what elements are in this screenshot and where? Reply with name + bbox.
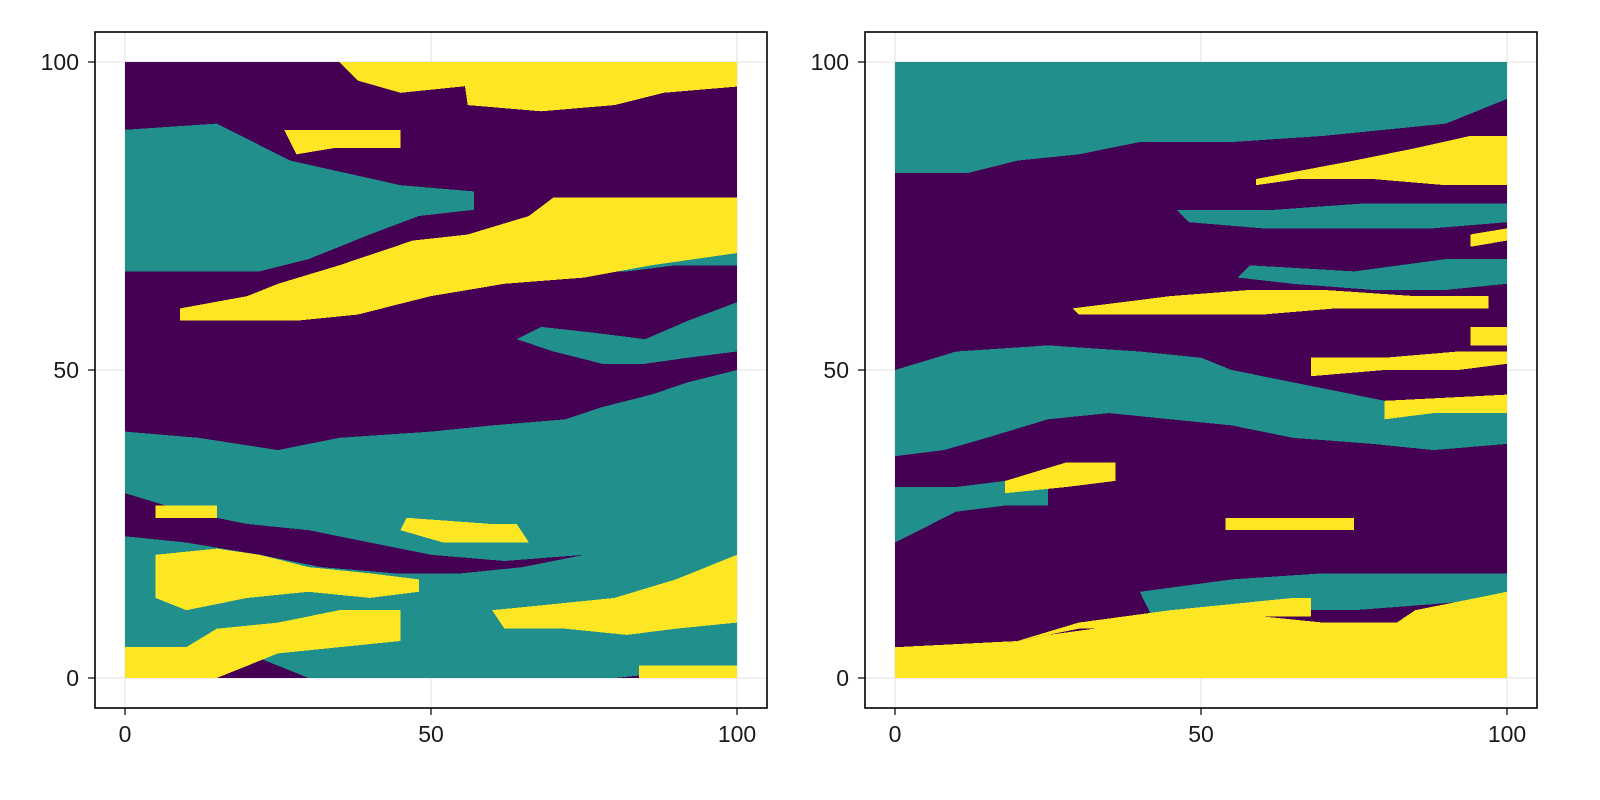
heatmap-region-high xyxy=(1225,517,1354,531)
heatmap-region-mid xyxy=(895,480,1048,543)
heatmap-region-high xyxy=(1005,462,1116,494)
heatmap-region-high xyxy=(155,505,217,518)
left-y-tick-label: 0 xyxy=(66,665,79,691)
heatmap-region-high xyxy=(895,591,1507,678)
heatmap-region-high xyxy=(155,548,419,611)
left-x-tick-label: 50 xyxy=(418,721,444,747)
right-y-tick-label: 100 xyxy=(811,49,849,75)
heatmap-region-high xyxy=(284,129,401,155)
heatmap-region-mid xyxy=(1176,203,1507,229)
right-y-tick-labels: 0 50 100 xyxy=(811,49,849,691)
right-y-tick-label: 0 xyxy=(836,665,849,691)
heatmap-region-high xyxy=(1384,394,1507,420)
heatmap-region-mid xyxy=(125,123,474,272)
left-x-tick-label: 0 xyxy=(119,721,132,747)
right-heatmap-cells xyxy=(895,62,1507,678)
heatmap-region-high xyxy=(400,517,529,543)
left-y-tick-label: 50 xyxy=(53,357,79,383)
left-heatmap-panel: 0 50 100 0 50 100 xyxy=(41,31,768,747)
left-ticks xyxy=(88,61,738,715)
heatmap-region-high xyxy=(1311,351,1507,377)
left-x-tick-labels: 0 50 100 xyxy=(119,721,757,747)
heatmap-region-high xyxy=(895,597,1312,648)
heatmap-region-high xyxy=(492,554,737,635)
heatmap-region-high xyxy=(125,610,401,678)
right-heatmap-panel: 0 50 100 0 50 100 xyxy=(811,31,1538,747)
right-x-tick-labels: 0 50 100 xyxy=(889,721,1527,747)
heatmap-region-mid xyxy=(895,62,1507,173)
heatmap-region-high xyxy=(1256,135,1507,186)
heatmap-region-high xyxy=(1470,228,1507,247)
left-heatmap-cells xyxy=(125,62,738,678)
heatmap-region-high xyxy=(1072,289,1489,315)
heatmap-region-mid xyxy=(1237,259,1507,290)
right-ticks xyxy=(858,61,1508,715)
heatmap-region-mid xyxy=(125,370,737,561)
heatmap-region-mid xyxy=(895,345,1507,457)
right-y-tick-label: 50 xyxy=(823,357,849,383)
heatmap-region-high xyxy=(461,62,737,112)
heatmap-region-mid xyxy=(516,302,737,364)
left-x-tick-label: 100 xyxy=(718,721,756,747)
left-y-tick-label: 100 xyxy=(41,49,79,75)
left-y-tick-labels: 0 50 100 xyxy=(41,49,79,691)
right-x-tick-label: 100 xyxy=(1488,721,1526,747)
right-x-tick-label: 0 xyxy=(889,721,902,747)
heatmap-region-high xyxy=(1470,326,1507,346)
heatmap-region-high xyxy=(180,197,738,321)
heatmap-region-high xyxy=(639,665,737,678)
right-x-tick-label: 50 xyxy=(1188,721,1214,747)
